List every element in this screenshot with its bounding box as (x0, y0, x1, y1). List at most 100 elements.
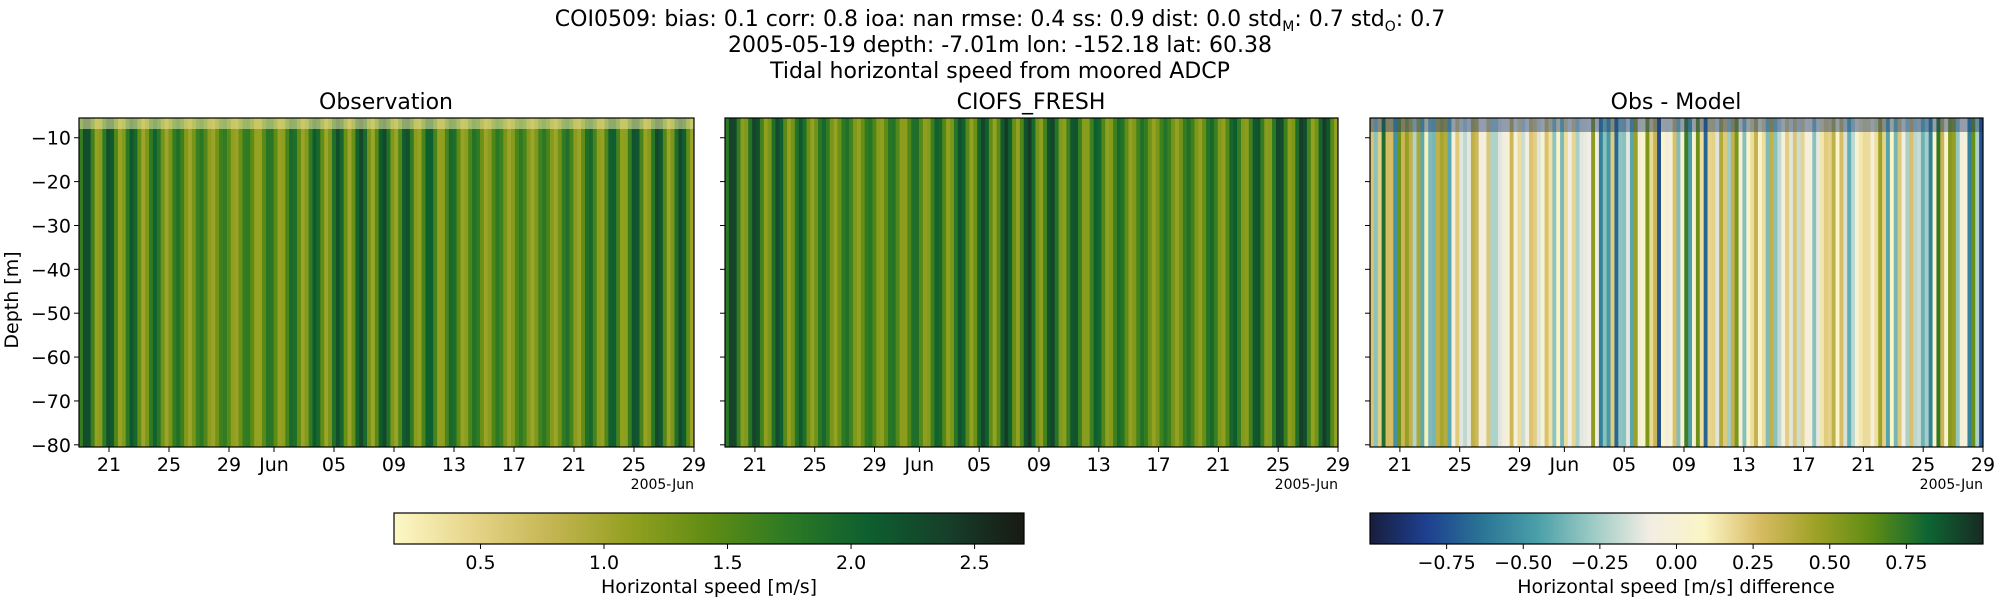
heatmap-column (1936, 118, 1941, 447)
heatmap-column (1206, 118, 1211, 447)
heatmap-column (1979, 118, 1983, 447)
heatmap-column (1870, 118, 1875, 447)
heatmap-column (293, 118, 298, 447)
heatmap-column (1893, 118, 1899, 447)
heatmap-column (1062, 118, 1067, 447)
heatmap-column (1225, 118, 1230, 447)
heatmap-column (1209, 118, 1215, 447)
heatmap-column (187, 118, 193, 447)
heatmap-column (1124, 118, 1129, 447)
heatmap-column (1560, 118, 1565, 447)
heatmap-column (953, 118, 959, 447)
heatmap-column (238, 118, 243, 447)
heatmap-column (1971, 118, 1976, 447)
heatmap-column (1886, 118, 1891, 447)
heatmap-column (456, 118, 461, 447)
heatmap-column (1260, 118, 1265, 447)
heatmap-column (1140, 118, 1145, 447)
heatmap-column (359, 118, 364, 447)
heatmap-column (1070, 118, 1075, 447)
figure-subtitle: 2005-05-19 depth: -7.01m lon: -152.18 la… (728, 33, 1272, 58)
heatmap-column (316, 118, 321, 447)
heatmap-column (790, 118, 796, 447)
heatmap-column (1401, 118, 1406, 447)
heatmap-column (1804, 118, 1809, 447)
heatmap-column (1109, 118, 1114, 447)
heatmap-column (332, 118, 337, 447)
heatmap-column (756, 118, 761, 447)
heatmap-column (1373, 118, 1379, 447)
heatmap-column (868, 118, 873, 447)
heatmap-column (895, 118, 900, 447)
heatmap-column (1318, 118, 1323, 447)
heatmap-column (1924, 118, 1930, 447)
heatmap-column (1948, 118, 1953, 447)
figure-subtitle-2: Tidal horizontal speed from moored ADCP (769, 59, 1230, 84)
heatmap-column (1275, 118, 1281, 447)
heatmap-column (1252, 118, 1257, 447)
heatmap-column (304, 118, 310, 447)
heatmap-column (168, 118, 173, 447)
heatmap-column (1389, 118, 1394, 447)
heatmap-column (1959, 118, 1964, 447)
heatmap-column (1672, 118, 1677, 447)
heatmap-column (821, 118, 827, 447)
heatmap-column (1443, 118, 1448, 447)
heatmap-column (242, 118, 247, 447)
heatmap-column (1237, 118, 1242, 447)
heatmap-column (1730, 118, 1736, 447)
heatmap-column (1699, 118, 1705, 447)
heatmap-column (1823, 118, 1829, 447)
colorbar-tick-label: 2.0 (836, 552, 866, 574)
heatmap-column (117, 118, 123, 447)
x-tick-label: 25 (1448, 454, 1472, 476)
heatmap-column (841, 118, 846, 447)
heatmap-column (1190, 118, 1195, 447)
heatmap-column (1835, 118, 1840, 447)
heatmap-column (398, 118, 403, 447)
heatmap-column (577, 118, 582, 447)
heatmap-column (1525, 118, 1530, 447)
heatmap-column (1136, 118, 1141, 447)
heatmap-column (289, 118, 294, 447)
heatmap-column (1151, 118, 1157, 447)
heatmap-column (219, 118, 224, 447)
x-tick-label: 13 (1732, 454, 1756, 476)
y-tick-label: −10 (31, 128, 71, 150)
heatmap-column (631, 118, 637, 447)
heatmap-column (1591, 118, 1596, 447)
x-tick-label: 21 (97, 454, 121, 476)
heatmap-column (343, 118, 348, 447)
x-tick-label: 29 (1507, 454, 1531, 476)
heatmap-column (215, 118, 220, 447)
heatmap-column (573, 118, 578, 447)
heatmap-column (569, 118, 574, 447)
heatmap-column (1761, 118, 1767, 447)
heatmap-column (1901, 118, 1906, 447)
heatmap-column (849, 118, 854, 447)
heatmap-column (1163, 118, 1168, 447)
heatmap-column (1463, 118, 1468, 447)
heatmap-column (1595, 118, 1600, 447)
x-tick-label: 29 (682, 454, 706, 476)
heatmap-column (1734, 118, 1739, 447)
heatmap-column (487, 118, 492, 447)
heatmap-column (378, 118, 384, 447)
heatmap-column (1330, 118, 1335, 447)
heatmap-column (1556, 118, 1561, 447)
heatmap-column (973, 118, 978, 447)
heatmap-column (1490, 118, 1495, 447)
heatmap-column (281, 118, 286, 447)
heatmap-column (1820, 118, 1825, 447)
heatmap-column (1563, 118, 1569, 447)
heatmap-column (90, 118, 95, 447)
colorbars: 0.5 1.0 1.5 2.0 2.5 −0.75 −0.50 −0.25 0.00 0.25 0.… (393, 512, 1984, 574)
heatmap-column (1482, 118, 1487, 447)
heatmap-column (514, 118, 520, 447)
heatmap-column (79, 118, 84, 447)
heatmap-column (1707, 118, 1712, 447)
heatmap-column (1000, 118, 1005, 447)
heatmap-column (1105, 118, 1110, 447)
heatmap-column (246, 118, 251, 447)
